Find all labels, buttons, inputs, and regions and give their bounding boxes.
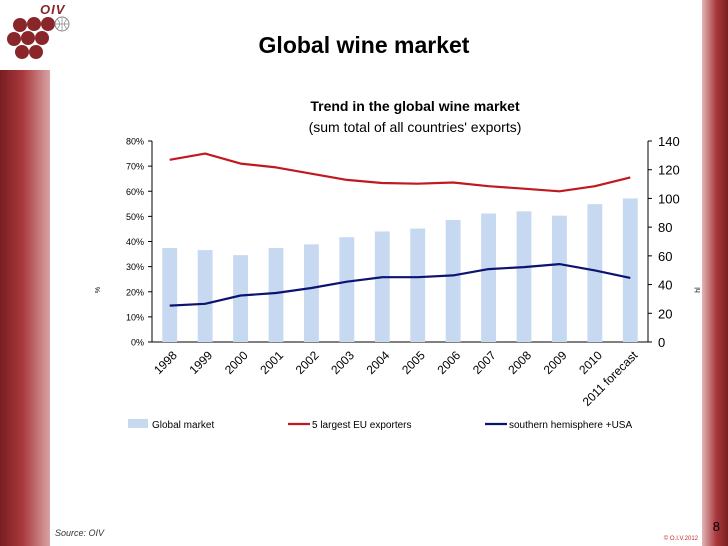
x-axis-tick-label: 2006 <box>434 348 463 377</box>
bar-global-market <box>374 231 390 342</box>
page-number: 8 <box>712 519 720 534</box>
bar-global-market <box>197 250 213 342</box>
right-axis-tick-label: 40 <box>658 278 672 293</box>
right-decorative-bar <box>702 0 728 546</box>
left-axis-tick-label: 60% <box>126 187 144 197</box>
bar-global-market <box>303 244 319 342</box>
x-axis-tick-label: 2003 <box>328 348 357 377</box>
x-axis-tick-label: 2010 <box>576 348 605 377</box>
left-axis-tick-label: 80% <box>126 137 144 147</box>
chart-title: Trend in the global wine market <box>310 98 520 114</box>
right-axis-tick-label: 20 <box>658 306 672 321</box>
left-axis-tick-label: 0% <box>131 338 144 348</box>
left-axis-tick-label: 50% <box>126 212 144 222</box>
grape-logo-icon <box>7 16 70 59</box>
line-eu-exporters <box>169 152 631 193</box>
line-southern-hemisphere <box>169 263 631 307</box>
bar-global-market <box>551 215 567 342</box>
legend-label: southern hemisphere +USA <box>509 420 632 431</box>
x-axis-tick-label: 2008 <box>505 348 534 377</box>
left-decorative-bar <box>0 0 50 546</box>
x-axis-tick-label: 2000 <box>222 348 251 377</box>
bar-global-market <box>445 219 461 342</box>
x-axis-tick-label: 2002 <box>293 348 322 377</box>
right-axis-tick-label: 0 <box>658 335 665 350</box>
bar-global-market <box>162 247 178 342</box>
bar-global-market <box>516 211 532 342</box>
right-axis-tick-label: 100 <box>658 191 680 206</box>
left-axis-tick-label: 30% <box>126 262 144 272</box>
bar-global-market <box>233 255 249 342</box>
x-axis-tick-label: 2001 <box>257 348 286 377</box>
bar-global-market <box>481 213 497 342</box>
oiv-logo: OIV <box>0 0 90 70</box>
bar-global-market <box>268 247 284 342</box>
x-axis-tick-label: 2007 <box>470 348 499 377</box>
chart-subtitle: (sum total of all countries' exports) <box>308 119 522 135</box>
legend-label: 5 largest EU exporters <box>312 420 412 431</box>
bar-global-market <box>587 204 603 342</box>
logo-text: OIV <box>40 2 66 17</box>
source-note: Source: OIV <box>55 528 105 538</box>
copyright-note: © O.I.V.2012 <box>663 536 698 542</box>
left-axis-tick-label: 40% <box>126 237 144 247</box>
right-axis-tick-label: 80 <box>658 220 672 235</box>
left-axis-tick-label: 10% <box>126 312 144 322</box>
left-axis-tick-label: 70% <box>126 162 144 172</box>
x-axis-tick-label: 1999 <box>186 348 215 377</box>
x-axis-tick-label: 2009 <box>541 348 570 377</box>
left-axis-tick-label: 20% <box>126 287 144 297</box>
left-axis-label: % <box>95 287 102 293</box>
bar-global-market <box>622 198 638 342</box>
legend-label: Global market <box>152 420 214 431</box>
right-axis-tick-label: 60 <box>658 249 672 264</box>
bar-global-market <box>339 237 355 342</box>
right-axis-tick-label: 140 <box>658 134 680 149</box>
legend-swatch-global-market <box>128 419 148 428</box>
right-axis-tick-label: 120 <box>658 163 680 178</box>
x-axis-tick-label: 1998 <box>151 348 180 377</box>
x-axis-tick-label: 2004 <box>364 348 393 377</box>
page-title: Global wine market <box>258 32 470 58</box>
bar-global-market <box>410 228 426 342</box>
right-axis-label: hl <box>695 287 702 293</box>
x-axis-tick-label: 2005 <box>399 348 428 377</box>
